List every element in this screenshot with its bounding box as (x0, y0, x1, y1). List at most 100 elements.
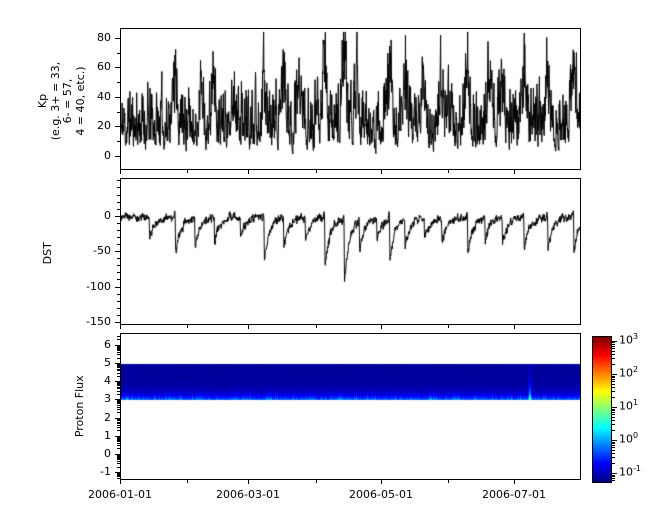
colorbar-gradient-canvas (593, 337, 611, 482)
colorbar-tick (612, 473, 617, 474)
dst-axis-label: DST (40, 242, 54, 265)
y-minor-tick (117, 445, 120, 446)
x-minor-tick (316, 170, 317, 173)
y-minor-tick (117, 370, 120, 371)
y-minor-tick (117, 467, 120, 468)
proton-heatmap-canvas (121, 334, 580, 479)
y-minor-tick (117, 437, 120, 438)
y-tick-label: 20 (97, 119, 111, 132)
y-tick-label: 4 (104, 374, 111, 387)
y-minor-tick (117, 422, 120, 423)
x-minor-tick (448, 170, 449, 173)
y-minor-tick (117, 425, 120, 426)
x-tick (248, 170, 249, 174)
colorbar-minor-tick (612, 414, 615, 415)
y-minor-tick (117, 394, 120, 395)
x-tick-label: 2006-01-01 (88, 488, 152, 501)
colorbar-minor-tick (612, 354, 615, 355)
y-minor-tick (117, 459, 120, 460)
y-minor-tick (117, 440, 120, 441)
y-minor-tick (117, 358, 120, 359)
y-minor-tick (117, 456, 120, 457)
kp-series-canvas (121, 29, 580, 169)
colorbar-minor-tick (612, 442, 615, 443)
y-tick-label: 3 (104, 392, 111, 405)
x-tick (120, 325, 121, 329)
y-minor-tick (117, 461, 120, 462)
x-minor-tick (187, 325, 188, 328)
y-minor-tick (117, 369, 120, 370)
y-minor-tick (117, 346, 120, 347)
x-minor-tick (448, 480, 449, 483)
y-minor-tick (117, 202, 120, 203)
proton-flux-panel (120, 333, 581, 480)
y-minor-tick (117, 439, 120, 440)
y-tick-label: -50 (93, 244, 111, 257)
y-minor-tick (117, 407, 120, 408)
y-tick (115, 216, 120, 217)
y-minor-tick (117, 265, 120, 266)
y-tick (115, 67, 120, 68)
y-minor-tick (117, 364, 120, 365)
colorbar-minor-tick (612, 480, 615, 481)
y-minor-tick (117, 339, 120, 340)
y-minor-tick (117, 336, 120, 337)
y-tick (115, 126, 120, 127)
y-minor-tick (117, 376, 120, 377)
colorbar-minor-tick (612, 420, 615, 421)
dst-panel (120, 178, 581, 325)
y-minor-tick (117, 457, 120, 458)
y-tick-label: 0 (104, 209, 111, 222)
y-minor-tick (117, 223, 120, 224)
y-tick-label: 0 (104, 149, 111, 162)
y-tick-label: 40 (97, 90, 111, 103)
colorbar-minor-tick (612, 445, 615, 446)
dst-series-canvas (121, 179, 580, 324)
colorbar-tick (612, 440, 617, 441)
y-tick (115, 156, 120, 157)
y-minor-tick (117, 448, 120, 449)
colorbar-minor-tick (612, 476, 615, 477)
y-tick-label: -150 (86, 315, 111, 328)
colorbar-minor-tick (612, 342, 615, 343)
y-minor-tick (117, 443, 120, 444)
y-minor-tick (117, 458, 120, 459)
y-minor-tick (117, 237, 120, 238)
y-tick (115, 454, 120, 455)
x-tick-label: 2006-03-01 (216, 488, 280, 501)
colorbar-minor-tick (612, 381, 615, 382)
x-tick (248, 480, 249, 484)
y-minor-tick (117, 294, 120, 295)
y-minor-tick (117, 258, 120, 259)
y-minor-tick (117, 474, 120, 475)
y-minor-tick (117, 412, 120, 413)
x-tick-label: 2006-07-01 (482, 488, 546, 501)
y-minor-tick (117, 352, 120, 353)
y-minor-tick (117, 387, 120, 388)
kp-panel (120, 28, 581, 170)
colorbar-minor-tick (612, 417, 615, 418)
colorbar-minor-tick (612, 358, 615, 359)
y-minor-tick (117, 349, 120, 350)
y-tick (115, 251, 120, 252)
colorbar-minor-tick (612, 475, 615, 476)
y-minor-tick (117, 420, 120, 421)
x-tick (514, 480, 515, 484)
colorbar-tick-label: 100 (619, 431, 639, 446)
y-minor-tick (117, 418, 120, 419)
y-minor-tick (117, 430, 120, 431)
y-minor-tick (117, 409, 120, 410)
y-minor-tick (117, 427, 120, 428)
colorbar-minor-tick (612, 412, 615, 413)
colorbar-minor-tick (612, 430, 615, 431)
y-minor-tick (117, 402, 120, 403)
colorbar-minor-tick (612, 364, 615, 365)
y-minor-tick (117, 348, 120, 349)
colorbar-minor-tick (612, 351, 615, 352)
x-tick (381, 325, 382, 329)
colorbar (592, 336, 612, 483)
x-tick (514, 170, 515, 174)
y-tick-label: 5 (104, 356, 111, 369)
colorbar-tick (612, 374, 617, 375)
